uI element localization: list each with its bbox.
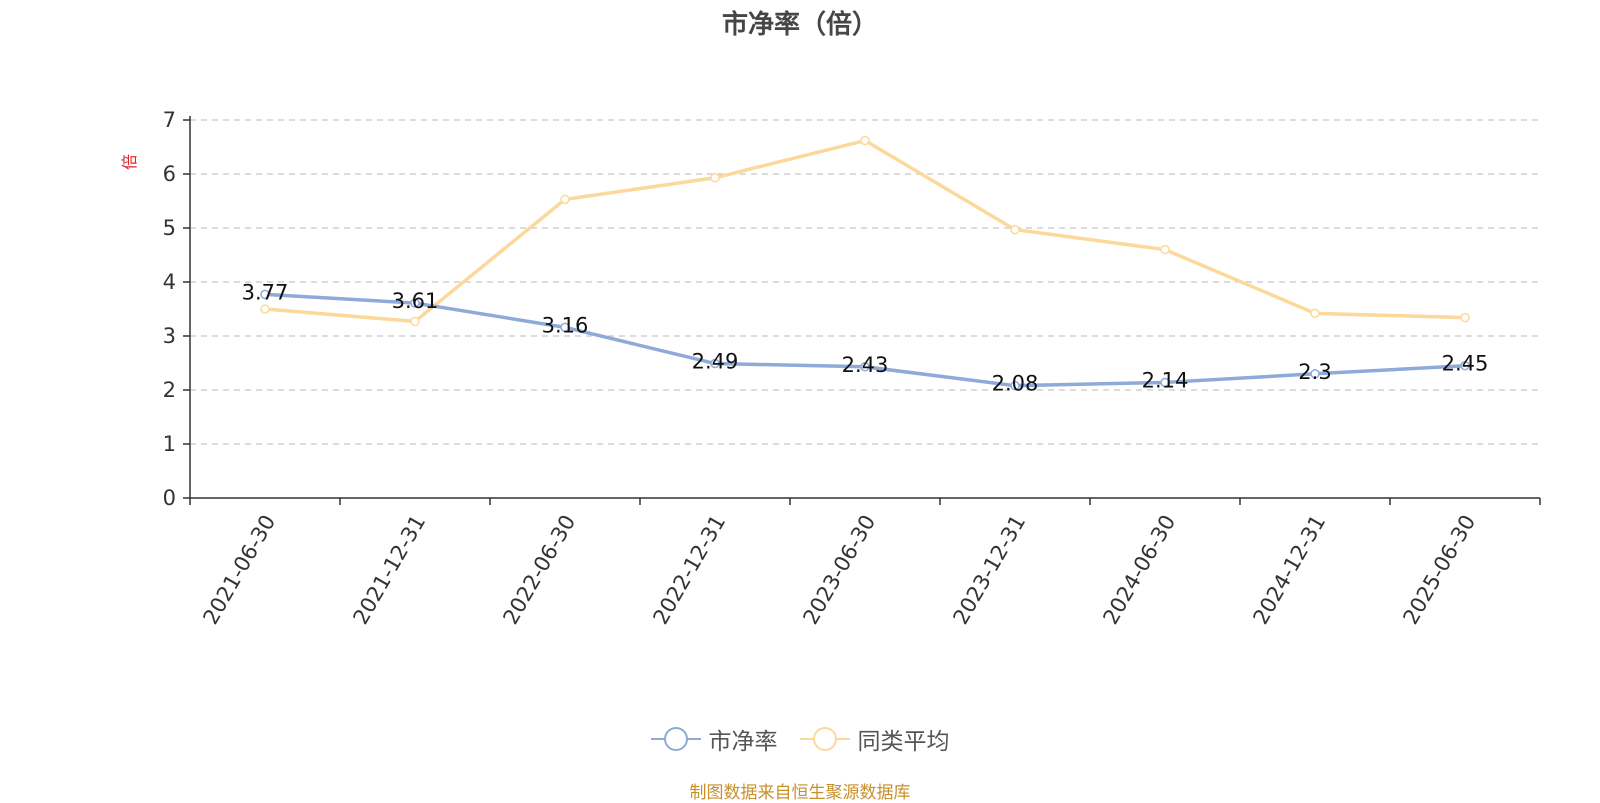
legend-item-peer-average[interactable]: 同类平均 <box>799 722 950 756</box>
data-label: 2.3 <box>1298 360 1331 384</box>
y-tick-label: 0 <box>163 486 176 510</box>
x-tick-label: 2022-12-31 <box>648 511 730 629</box>
legend-item-pb[interactable]: 市净率 <box>650 722 778 756</box>
data-point[interactable] <box>1160 244 1170 255</box>
data-point[interactable] <box>560 322 570 333</box>
series <box>260 135 1470 391</box>
series-line <box>264 138 1466 324</box>
data-label: 2.45 <box>1442 352 1489 376</box>
y-tick-label: 2 <box>163 378 176 402</box>
x-tick-label: 2023-06-30 <box>798 511 880 629</box>
data-label: 3.77 <box>242 280 289 304</box>
data-point[interactable] <box>860 135 870 146</box>
data-point[interactable] <box>1010 380 1020 391</box>
x-tick-label: 2023-12-31 <box>948 511 1030 629</box>
data-point[interactable] <box>410 316 420 327</box>
x-tick-label: 2021-12-31 <box>348 511 430 629</box>
data-point[interactable] <box>560 194 570 205</box>
y-tick-label: 7 <box>163 108 176 132</box>
data-label: 3.16 <box>542 313 589 337</box>
data-label: 3.61 <box>392 289 439 313</box>
data-point[interactable] <box>260 304 270 314</box>
legend-label-peer-average: 同类平均 <box>857 729 950 755</box>
data-label: 2.08 <box>992 372 1039 396</box>
y-tick-label: 3 <box>163 324 176 348</box>
y-axis-label: 倍 <box>120 154 139 170</box>
data-point[interactable] <box>710 358 720 369</box>
legend-marker-peer-average <box>799 727 850 751</box>
data-point[interactable] <box>410 298 420 308</box>
y-tick-label: 4 <box>163 270 176 294</box>
gridlines <box>190 119 1540 445</box>
y-tick-label: 5 <box>163 216 176 240</box>
chart-title: 市净率（倍） <box>721 10 878 40</box>
legend-label-pb: 市净率 <box>708 729 778 755</box>
x-tick-label: 2024-06-30 <box>1098 511 1180 629</box>
data-point[interactable] <box>860 362 870 372</box>
data-labels: 3.77 3.61 3.16 2.49 2.43 2.08 2.14 2.3 2.45 <box>242 280 1489 395</box>
x-tick-label: 2021-06-30 <box>198 511 280 629</box>
data-point[interactable] <box>1310 308 1320 319</box>
y-tick-label: 6 <box>163 162 176 186</box>
x-tick-label: 2022-06-30 <box>498 511 580 629</box>
data-point[interactable] <box>710 173 720 183</box>
x-tick-label: 2025-06-30 <box>1398 511 1480 629</box>
data-point[interactable] <box>1010 224 1020 235</box>
data-label: 2.14 <box>1142 368 1189 392</box>
legend-marker-pb <box>650 727 701 751</box>
data-point[interactable] <box>1460 312 1470 323</box>
legend: 市净率 同类平均 <box>0 721 1600 757</box>
y-tick-label: 1 <box>163 432 176 456</box>
data-point[interactable] <box>260 289 270 300</box>
data-label: 2.49 <box>692 350 739 374</box>
data-label: 2.43 <box>842 353 889 377</box>
data-source-note: 制图数据来自恒生聚源数据库 <box>689 783 911 803</box>
data-point[interactable] <box>1160 377 1170 388</box>
data-point[interactable] <box>1310 369 1320 379</box>
x-tick-label: 2024-12-31 <box>1248 511 1330 629</box>
data-point[interactable] <box>1460 360 1470 371</box>
